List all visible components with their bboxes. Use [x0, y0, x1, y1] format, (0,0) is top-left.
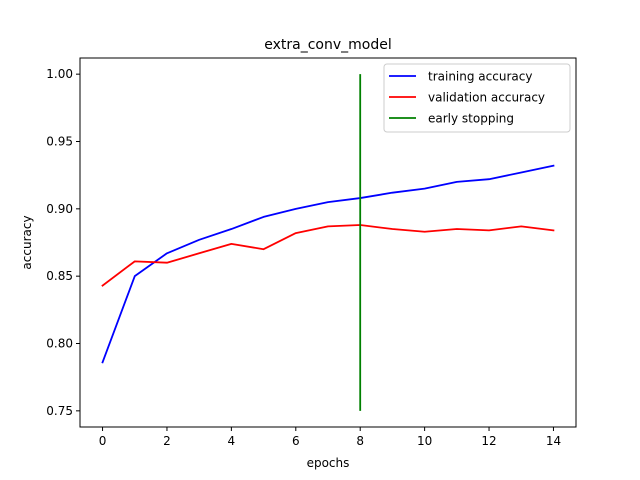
legend-label: validation accuracy: [428, 91, 545, 105]
x-tick-label: 12: [481, 434, 496, 448]
x-tick-label: 0: [99, 434, 107, 448]
x-tick-label: 10: [417, 434, 432, 448]
x-tick-label: 4: [228, 434, 236, 448]
y-tick-label: 0.95: [46, 134, 73, 148]
x-axis-label: epochs: [307, 456, 350, 470]
y-tick-label: 0.80: [46, 337, 73, 351]
x-tick-label: 14: [546, 434, 561, 448]
x-tick-label: 6: [292, 434, 300, 448]
y-tick-label: 0.90: [46, 202, 73, 216]
axes: 0 2 4 6 8 10 12 14 0.75 0.80 0.85 0.90 0.95 1.00: [46, 67, 561, 448]
chart-marks: [101, 74, 555, 411]
x-tick-label: 8: [356, 434, 364, 448]
legend-label: early stopping: [428, 112, 514, 126]
series-line-validation: [101, 224, 555, 287]
legend: training accuracy validation accuracy earl…: [383, 63, 571, 133]
y-tick-label: 1.00: [46, 67, 73, 81]
plot-area: [79, 57, 577, 428]
x-tick-label: 2: [163, 434, 171, 448]
legend-label: training accuracy: [428, 70, 532, 84]
y-tick-label: 0.75: [46, 404, 73, 418]
legend-box: [383, 63, 571, 133]
chart-title: extra_conv_model: [264, 37, 392, 53]
y-axis-label: accuracy: [20, 215, 34, 269]
y-tick-label: 0.85: [46, 269, 73, 283]
series-line-training: [101, 164, 555, 364]
